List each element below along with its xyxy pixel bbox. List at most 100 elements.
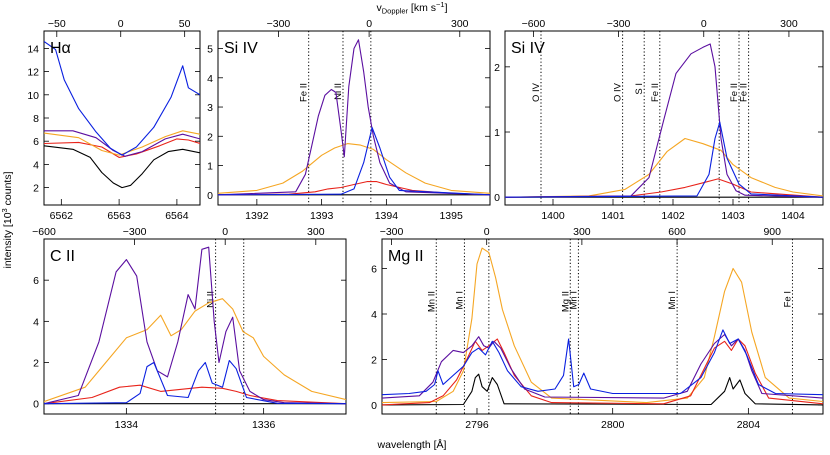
series-line-blue	[44, 40, 200, 156]
top-x-tick-label: 0	[484, 226, 490, 238]
x-tick-label: 1395	[439, 210, 463, 222]
top-x-tick-label: 300	[307, 226, 325, 238]
panel-title: Si IV	[511, 40, 545, 57]
y-axis-title-intensity: intensity [103 counts]	[0, 171, 14, 268]
x-tick-label: 1403	[721, 210, 745, 222]
y-tick-label: 4	[33, 159, 39, 171]
panel-frame	[504, 30, 824, 206]
y-tick-label: 2	[207, 131, 213, 143]
series-line-black	[382, 373, 823, 406]
series-line-orange	[382, 247, 823, 404]
top-x-tick-label: 300	[573, 226, 591, 238]
y-tick-label: 4	[371, 309, 377, 321]
series-line-purple	[44, 130, 200, 157]
panel-halpha: 6562 6563 6564 −50 0 50 2 4 6 8 10 12 14 Hα	[27, 18, 201, 222]
x-tick-label: 6563	[107, 210, 131, 222]
y-tick-label: 10	[27, 90, 39, 102]
x-tick-label: 1394	[375, 210, 399, 222]
x-tick-label: 1401	[601, 210, 625, 222]
line-marker-label: Fe II	[739, 83, 750, 102]
y-tick-label: 0	[371, 400, 377, 412]
line-marker-label: Fe II	[299, 83, 310, 102]
y-tick-label: 2	[494, 62, 500, 74]
line-marker-label: Mn II	[426, 291, 437, 312]
y-tick-label: 5	[207, 44, 213, 56]
panel-frame	[43, 238, 347, 415]
panel-frame	[43, 30, 201, 206]
line-marker-label: S I	[634, 83, 645, 95]
top-x-tick-label: 0	[222, 226, 228, 238]
series-line-purple	[218, 39, 490, 196]
line-marker-label: Mn I	[454, 291, 465, 309]
series-line-purple	[505, 43, 823, 198]
x-axis-title-doppler-velocity: vDoppler [km s−1]	[377, 0, 448, 16]
y-tick-label: 0	[33, 399, 39, 411]
panel-title: Hα	[50, 40, 71, 57]
top-x-tick-label: 900	[763, 226, 781, 238]
x-tick-label: 1400	[541, 210, 565, 222]
top-x-tick-label: −300	[123, 226, 147, 238]
line-marker-label: Mn I	[568, 291, 579, 309]
series-line-blue	[505, 121, 823, 198]
panel-si-iv-1403: 1400 1401 1402 1403 1404 −600 −300 0 300 0 1 2 O IV O…	[494, 18, 824, 222]
y-tick-label: 2	[33, 358, 39, 370]
x-tick-label: 2804	[737, 419, 761, 431]
x-tick-label: 1393	[310, 210, 334, 222]
line-marker-label: Fe I	[782, 291, 793, 307]
line-marker-label: Mn I	[667, 291, 678, 309]
top-x-tick-label: 300	[451, 18, 469, 30]
top-x-tick-label: −300	[380, 226, 404, 238]
x-tick-label: 1336	[252, 419, 276, 431]
x-tick-label: 1392	[245, 210, 269, 222]
x-tick-label: 2800	[601, 419, 625, 431]
top-x-tick-label: −300	[267, 18, 291, 30]
top-x-tick-label: 0	[701, 18, 707, 30]
panel-frame	[381, 238, 824, 415]
y-tick-label: 0	[494, 192, 500, 204]
y-tick-label: 4	[207, 73, 213, 85]
line-marker-label: Ni II	[206, 291, 217, 308]
top-x-tick-label: 50	[179, 18, 191, 30]
series-line-blue	[44, 359, 346, 405]
y-tick-label: 8	[33, 113, 39, 125]
x-tick-label: 1402	[661, 210, 685, 222]
top-x-tick-label: 0	[366, 18, 372, 30]
top-x-tick-label: −600	[32, 226, 56, 238]
series-group	[44, 40, 200, 189]
x-tick-label: 1334	[115, 419, 139, 431]
series-group	[382, 247, 823, 406]
y-tick-label: 1	[494, 127, 500, 139]
line-marker-label: Fe II	[729, 83, 740, 102]
panel-c-ii: 1334 1336 −600 −300 0 300 0 2 4 6 Ni II C II	[32, 226, 347, 431]
top-x-tick-label: −50	[48, 18, 66, 30]
line-marker-label: Ni II	[333, 83, 344, 100]
panel-title: Si IV	[224, 40, 258, 57]
y-tick-label: 0	[207, 190, 213, 202]
top-x-tick-label: 300	[780, 18, 798, 30]
y-tick-label: 6	[371, 264, 377, 276]
series-group	[44, 246, 346, 405]
series-line-black	[44, 145, 200, 189]
panel-si-iv-1394: 1392 1393 1394 1395 −300 0 300 0 1 2 3 4 5 Fe II Ni II…	[207, 18, 491, 222]
x-axis-title-wavelength: wavelength [Å]	[377, 438, 447, 451]
series-group	[218, 39, 490, 196]
x-tick-label: 1404	[781, 210, 805, 222]
series-group	[505, 43, 823, 198]
x-tick-label: 2796	[465, 419, 489, 431]
series-line-orange	[44, 298, 346, 403]
line-marker-label: O IV	[531, 82, 542, 102]
top-x-tick-label: −600	[522, 18, 546, 30]
y-tick-label: 3	[207, 102, 213, 114]
panel-title: C II	[50, 248, 75, 265]
series-line-blue	[218, 126, 490, 196]
top-x-tick-label: −300	[607, 18, 631, 30]
series-line-purple	[44, 246, 346, 405]
series-line-orange	[218, 143, 490, 194]
series-line-blue	[382, 329, 823, 396]
series-line-red	[44, 138, 200, 158]
panel-frame	[217, 30, 491, 206]
x-tick-label: 6564	[165, 210, 189, 222]
